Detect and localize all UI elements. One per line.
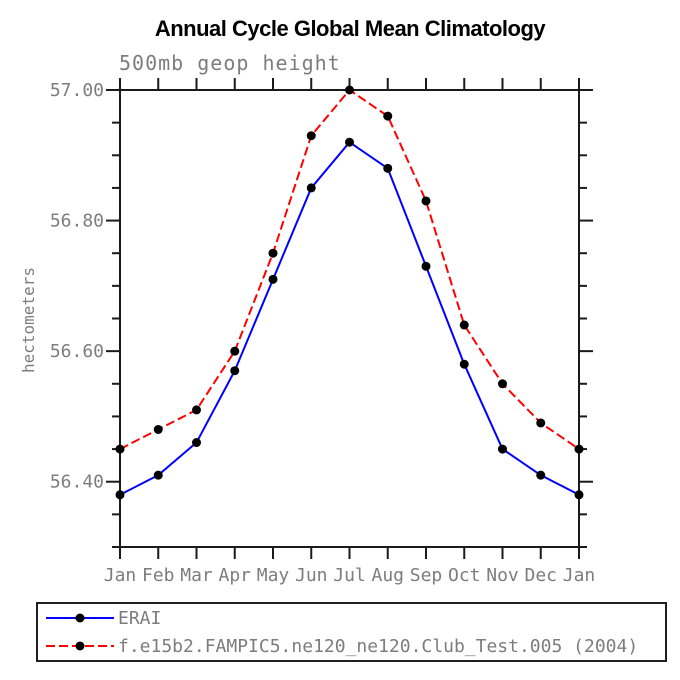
data-point-marker [268,248,278,258]
data-point-marker [536,418,546,428]
data-point-marker [268,274,278,284]
x-tick-label: Feb [142,565,175,586]
x-tick-label: Jan [104,565,137,586]
data-point-marker [345,137,354,147]
x-tick-label: Dec [524,565,557,586]
series-line-0 [119,140,580,496]
data-point-marker [192,438,201,448]
x-tick-label: Sep [410,565,443,586]
x-tick-label: Nov [486,565,519,586]
x-tick-label: Aug [371,565,404,586]
x-tick-label: Mar [180,565,213,586]
legend-item: ERAI [38,604,665,632]
y-tick-label: 56.40 [50,472,104,493]
y-tick-label: 56.80 [50,211,104,232]
x-tick-label: Apr [218,565,251,586]
data-point-marker [536,470,546,480]
data-point-marker [383,163,393,173]
data-point-marker [153,424,163,434]
legend-label: f.e15b2.FAMPIC5.ne120_ne120.Club_Test.00… [118,635,639,657]
plot-frame [119,89,580,548]
x-tick-label: Jul [333,565,366,586]
legend-label: ERAI [118,607,162,629]
x-tick-label: Jun [295,565,328,586]
data-point-marker [230,366,240,376]
data-point-marker [192,405,201,415]
x-tick-label: Jan [563,565,596,586]
plot-area: Jan Feb Mar Apr May Jun Jul Aug Sep Oct Nov Dec Jan5… [50,78,596,586]
data-point-marker [230,346,240,356]
data-point-marker [306,183,316,193]
chart-subtitle: 500mb geop height [119,51,341,75]
data-point-marker [421,196,431,206]
legend: ERAI f.e15b2.FAMPIC5.ne120_ne120.Club_Tes… [36,602,667,662]
data-point-marker [421,261,431,271]
data-point-marker [306,131,316,141]
x-tick-label: May [257,565,290,586]
data-point-marker [383,111,393,121]
y-tick-label: 56.60 [50,341,104,362]
data-point-marker [115,490,125,500]
data-point-marker [459,359,469,369]
data-point-marker [574,444,584,454]
data-point-marker [345,85,354,95]
y-tick-label: 57.00 [50,80,104,101]
data-point-marker [574,490,584,500]
legend-item: f.e15b2.FAMPIC5.ne120_ne120.Club_Test.00… [38,632,665,660]
legend-marker-dot [75,613,85,623]
legend-line-sample [46,613,114,623]
data-point-marker [153,470,163,480]
legend-line-sample [46,641,114,651]
chart-title: Annual Cycle Global Mean Climatology [154,16,546,41]
data-point-marker [115,444,125,454]
data-point-marker [498,444,507,454]
data-point-marker [459,320,469,330]
legend-marker-dot [75,641,85,651]
data-point-marker [498,379,507,389]
x-tick-label: Oct [448,565,481,586]
